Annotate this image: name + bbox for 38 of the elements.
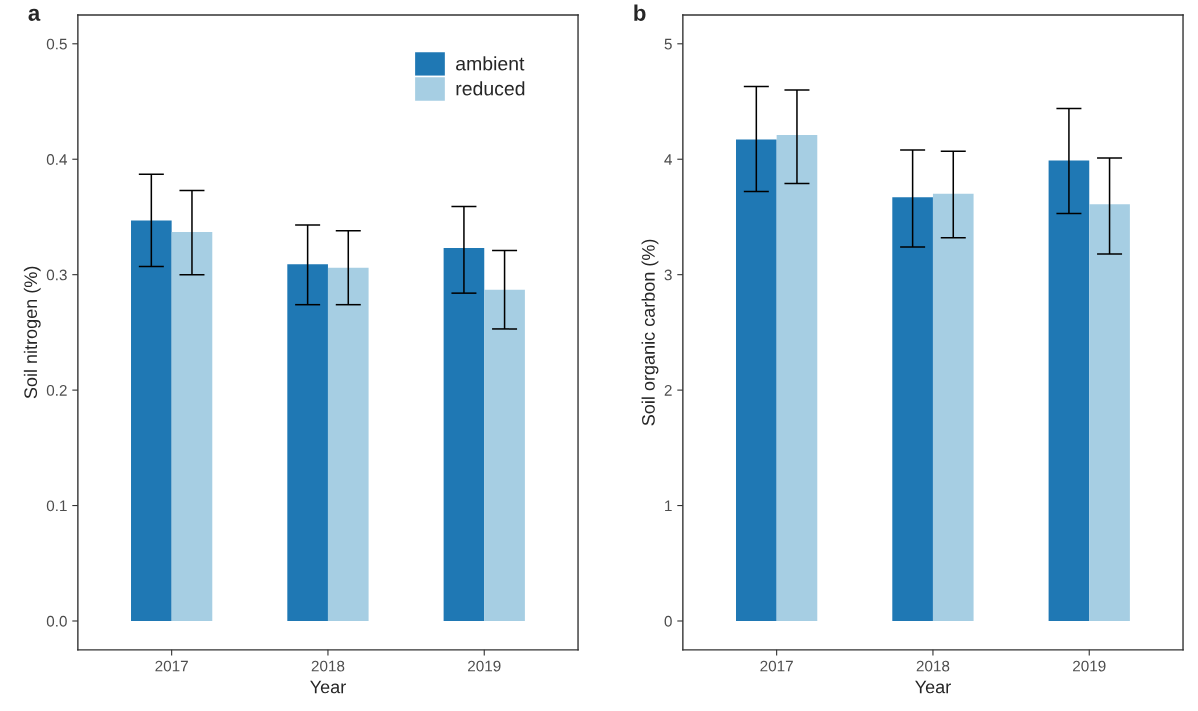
y-axis-title: Soil nitrogen (%): [23, 266, 41, 399]
bar: [892, 197, 933, 621]
x-axis-title: Year: [915, 680, 951, 694]
y-tick-label: 0.5: [46, 38, 67, 50]
y-tick-label: 5: [664, 38, 672, 50]
bar: [327, 267, 369, 621]
y-tick-label: 1: [665, 500, 672, 512]
bar: [484, 289, 525, 621]
y-tick-label: 4: [664, 154, 672, 165]
bar: [171, 231, 213, 621]
bar: [932, 193, 974, 621]
y-tick-label: 0.3: [46, 269, 67, 281]
bar: [776, 134, 818, 621]
bar: [443, 248, 485, 621]
x-tick-label: 2019: [468, 660, 501, 672]
y-tick-label: 0.2: [46, 384, 67, 396]
legend-label: reduced: [456, 81, 525, 96]
x-tick-label: 2019: [1073, 660, 1106, 672]
y-tick-label: 3: [664, 269, 672, 281]
bar: [287, 264, 328, 621]
x-tick-label: 2017: [155, 660, 188, 672]
x-tick-label: 2018: [311, 660, 345, 672]
x-axis-title: Year: [310, 680, 346, 694]
y-tick-label: 2: [664, 384, 672, 396]
y-tick-label: 0.1: [46, 500, 67, 512]
bar: [736, 139, 777, 621]
y-tick-label: 0: [664, 615, 672, 627]
chart-title: b: [634, 4, 646, 21]
x-tick-label: 2018: [916, 660, 950, 672]
y-axis-title: Soil organic carbon (%): [641, 239, 659, 426]
x-tick-label: 2017: [760, 660, 793, 672]
legend-label: ambient: [456, 56, 525, 71]
bar: [131, 220, 172, 621]
bar: [1089, 204, 1130, 621]
chart-title: a: [28, 8, 41, 21]
y-tick-label: 0.0: [46, 615, 67, 627]
bar: [1048, 160, 1090, 621]
y-tick-label: 0.4: [46, 154, 68, 165]
